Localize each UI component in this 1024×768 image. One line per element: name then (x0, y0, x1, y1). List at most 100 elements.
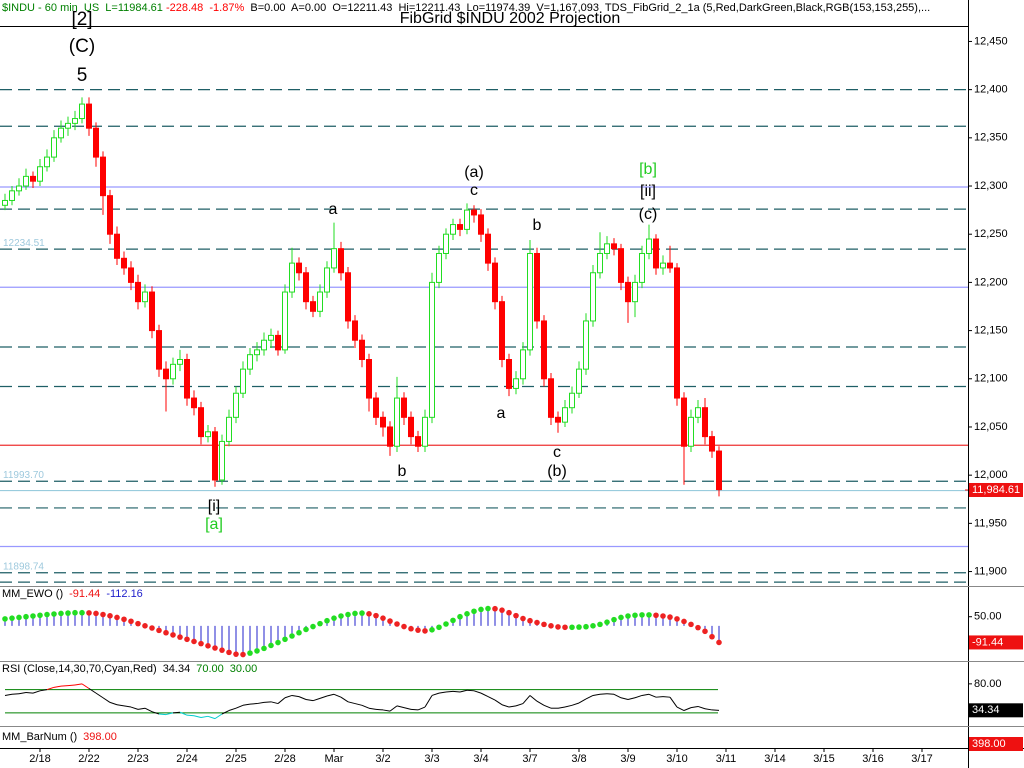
ewo-dot (674, 616, 680, 622)
candle-body (100, 156, 106, 197)
candle-body (128, 267, 134, 283)
ewo-dot (436, 624, 442, 631)
candle-body (30, 175, 36, 182)
rsi-line (599, 693, 608, 695)
candle-body (569, 392, 575, 409)
x-tick-label: 3/2 (375, 753, 390, 765)
ewo-dot (23, 613, 29, 620)
x-tick-label: 2/23 (127, 753, 148, 765)
candle-body (331, 248, 337, 269)
candle-body (121, 257, 127, 269)
y-tick-label: 12,150 (974, 324, 1008, 336)
candle-body (597, 252, 603, 274)
ewo-dot (156, 627, 162, 634)
candle-body (93, 127, 99, 158)
candle-body (310, 301, 316, 312)
ewo-dot (135, 620, 141, 627)
rsi-line (655, 696, 664, 698)
rsi-line (620, 697, 629, 700)
level-label: 12234.51 (3, 238, 45, 249)
rsi-line (221, 710, 230, 715)
rsi-line (256, 701, 265, 705)
rsi-line (382, 709, 391, 712)
candle-body (422, 416, 428, 447)
ewo-dot (716, 639, 722, 646)
candle-body (415, 436, 421, 447)
candle-body (366, 359, 372, 399)
ewo-dot (513, 612, 519, 619)
ewo-dot (709, 633, 715, 640)
candle-body (345, 272, 351, 322)
ewo-dot (625, 613, 631, 619)
candle-body (114, 233, 120, 259)
level-label: 11898.74 (3, 561, 44, 572)
ewo-dot (576, 624, 582, 630)
ewo-dot (408, 625, 414, 632)
candle-body (142, 291, 148, 303)
rsi-line (508, 705, 517, 708)
wave-label: 5 (77, 65, 88, 86)
rsi-line (354, 703, 363, 706)
candle-body (72, 118, 78, 124)
last-price: 11,984.61 (972, 484, 1020, 496)
rsi-line (284, 694, 293, 699)
ewo-dot (471, 608, 477, 615)
ewo-dot (359, 610, 365, 616)
wave-label: [ii] (640, 183, 656, 200)
rsi-line (312, 697, 321, 702)
candle-body (191, 397, 197, 409)
x-tick-label: 2/28 (274, 753, 295, 765)
x-tick-label: 3/14 (764, 753, 785, 765)
candle-body (513, 378, 519, 389)
rsi-line (431, 692, 440, 696)
candle-body (387, 426, 393, 447)
rsi-last: 34.34 (972, 704, 1000, 716)
candle-body (562, 407, 568, 423)
candle-body (639, 252, 645, 283)
ewo-dot (275, 639, 281, 646)
candle-body (254, 349, 260, 356)
ewo-dot (79, 609, 85, 616)
wave-label: c (553, 444, 561, 461)
candle-body (58, 127, 64, 139)
x-tick-label: 3/9 (620, 753, 635, 765)
panel-title: MM_BarNum () (2, 731, 77, 743)
rsi-line (60, 685, 69, 687)
rsi-line (494, 699, 503, 706)
wave-label: c (470, 182, 478, 199)
ewo-dot (310, 623, 316, 630)
rsi-line (529, 695, 538, 702)
rsi-line (11, 693, 20, 695)
ewo-dot (128, 618, 134, 625)
ewo-dot (499, 607, 505, 613)
ewo-dot (254, 648, 260, 654)
candle-body (247, 354, 253, 370)
panel-header: RSI (Close,14,30,70,Cyan,Red) 34.34 70.00 3… (2, 663, 257, 675)
candle-body (240, 368, 246, 394)
candle-body (457, 224, 463, 230)
rsi-line (130, 706, 139, 710)
candle-body (156, 330, 162, 370)
last-price-box (969, 482, 1023, 497)
x-tick-label: 3/7 (522, 753, 537, 765)
rsi-line (277, 697, 286, 704)
rsi-line (459, 689, 468, 693)
ewo-dot (44, 611, 50, 618)
ewo-dot (373, 612, 379, 619)
ewo-dot (485, 605, 491, 612)
rsi-line (270, 701, 279, 705)
candle-body (485, 233, 491, 264)
wave-label: a (497, 405, 506, 422)
ewo-dot (443, 621, 449, 627)
candle-body (9, 190, 15, 201)
rsi-last-box (969, 703, 1023, 718)
candle-body (226, 416, 232, 442)
rsi-line (102, 697, 111, 703)
rsi-line (375, 708, 384, 711)
wave-label: [2] (71, 9, 92, 30)
y-tick-label: 80.00 (974, 678, 1002, 690)
ewo-dot (51, 611, 57, 617)
rsi-line (501, 704, 510, 708)
candle-body (450, 224, 456, 235)
